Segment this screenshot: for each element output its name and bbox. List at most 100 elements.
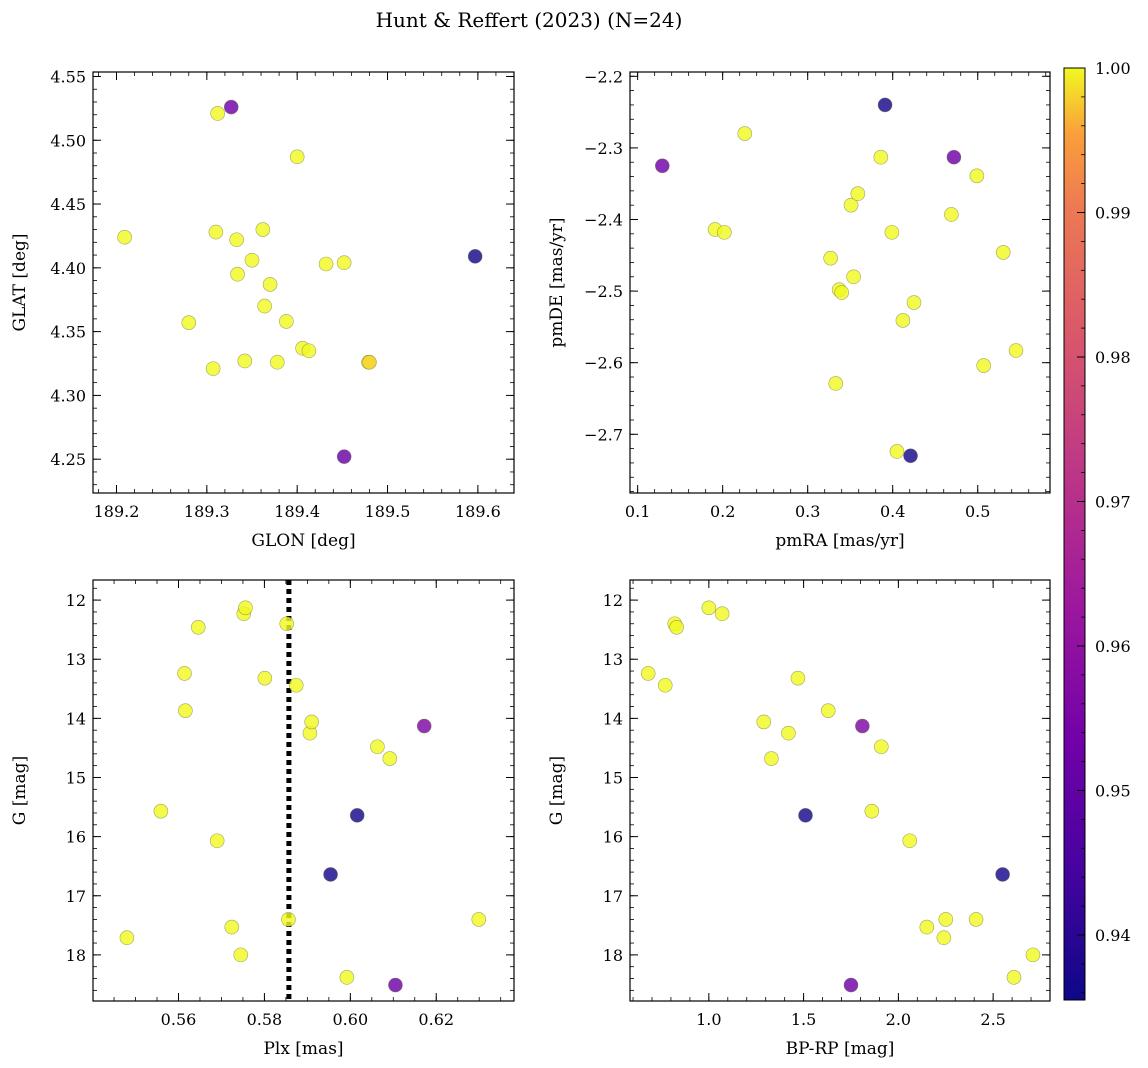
data-point xyxy=(657,677,673,693)
data-point xyxy=(318,256,334,272)
y-tick-label: 12 xyxy=(66,591,86,610)
x-tick-label: 2.5 xyxy=(980,1010,1005,1029)
data-point xyxy=(1025,947,1041,963)
data-point xyxy=(382,751,398,766)
data-point xyxy=(855,718,870,734)
data-point xyxy=(304,714,319,730)
x-tick-label: 0.62 xyxy=(418,1010,454,1029)
data-point xyxy=(903,448,918,464)
data-point xyxy=(209,833,225,849)
panel-pm: 0.1 0.2 0.3 0.4 0.5 −2.7 −2.6 −2.5 −2.4 −2.3 −2.2 p… xyxy=(547,67,1051,551)
x-tick-label: 0.60 xyxy=(333,1010,369,1029)
colorbar-tick-label: 0.95 xyxy=(1095,781,1131,800)
y-tick-label: 13 xyxy=(66,650,86,669)
data-point xyxy=(737,126,753,141)
y-axis-label: G [mag] xyxy=(547,756,567,825)
y-tick-label: 15 xyxy=(603,768,623,787)
data-point xyxy=(301,343,317,359)
data-point xyxy=(279,314,294,329)
axes-frame xyxy=(629,71,1051,494)
data-point xyxy=(790,670,806,686)
y-tick-label: −2.6 xyxy=(584,354,623,373)
data-point xyxy=(968,912,984,927)
data-point xyxy=(717,225,732,240)
data-point xyxy=(288,677,304,693)
data-point xyxy=(230,266,245,282)
data-point xyxy=(995,867,1010,882)
colorbar-tick-label: 0.97 xyxy=(1095,492,1131,511)
data-point xyxy=(944,207,959,222)
data-point xyxy=(339,970,355,985)
y-axis-label: pmDE [mas/yr] xyxy=(547,217,567,347)
x-tick-label: 0.1 xyxy=(625,502,650,521)
panel-cmd: 1.0 1.5 2.0 2.5 12 13 14 15 16 17 18 BP-RP [mag] G [… xyxy=(547,579,1051,1059)
y-tick-label: 18 xyxy=(66,946,86,965)
y-axis-label: G [mag] xyxy=(10,756,30,825)
x-tick-label: 189.6 xyxy=(455,502,501,521)
x-tick-label: 0.5 xyxy=(965,502,990,521)
data-point xyxy=(846,269,861,285)
y-tick-label: −2.5 xyxy=(584,282,623,301)
y-tick-label: 4.35 xyxy=(50,323,86,342)
y-tick-label: 14 xyxy=(603,709,623,728)
data-point xyxy=(895,313,911,328)
x-axis-label: GLON [deg] xyxy=(251,531,355,551)
data-point xyxy=(270,354,285,370)
data-point xyxy=(257,298,272,314)
panel-plx: 0.56 0.58 0.60 0.62 12 13 14 15 16 17 18 Plx [mas] G… xyxy=(10,579,515,1059)
data-point xyxy=(181,315,197,330)
panel-sky: 189.2 189.3 189.4 189.5 189.6 4.25 4.30 4.35 4.4… xyxy=(10,67,515,551)
colorbar-tick-label: 1.00 xyxy=(1095,59,1131,78)
data-point xyxy=(362,354,377,370)
data-point xyxy=(640,666,656,681)
data-point xyxy=(946,149,962,165)
data-point xyxy=(969,168,985,184)
data-point xyxy=(714,606,730,622)
data-point xyxy=(655,158,670,174)
data-point xyxy=(117,229,132,245)
y-tick-label: 17 xyxy=(603,887,623,906)
data-point xyxy=(938,912,954,927)
y-axis-label: GLAT [deg] xyxy=(10,233,30,331)
data-point xyxy=(995,245,1011,260)
data-point xyxy=(223,99,239,115)
data-point xyxy=(289,149,305,165)
data-point xyxy=(177,666,192,681)
data-point xyxy=(370,739,385,755)
x-tick-label: 0.2 xyxy=(710,502,735,521)
data-point xyxy=(781,725,796,741)
data-point xyxy=(323,867,338,882)
data-point xyxy=(224,919,240,935)
data-point xyxy=(471,912,487,927)
data-point xyxy=(349,808,365,823)
data-point xyxy=(255,222,271,237)
data-point xyxy=(884,225,900,240)
data-point xyxy=(919,919,935,935)
y-tick-label: 13 xyxy=(603,650,623,669)
y-tick-label: 4.55 xyxy=(50,67,86,86)
data-point xyxy=(229,232,244,248)
data-point xyxy=(205,361,221,376)
x-tick-label: 1.5 xyxy=(791,1010,816,1029)
data-point xyxy=(906,295,922,310)
data-point xyxy=(843,197,859,213)
axes-frame xyxy=(92,71,515,494)
data-point xyxy=(237,353,253,369)
data-point xyxy=(874,739,889,755)
x-tick-label: 0.4 xyxy=(880,502,905,521)
data-point xyxy=(889,444,905,459)
data-point xyxy=(1006,970,1022,985)
x-tick-label: 0.58 xyxy=(247,1010,283,1029)
data-point xyxy=(1008,343,1024,358)
colorbar-tick-label: 0.98 xyxy=(1095,348,1131,367)
data-point xyxy=(864,803,880,819)
data-point xyxy=(669,620,684,635)
y-tick-label: −2.7 xyxy=(584,425,623,444)
y-tick-label: −2.2 xyxy=(584,67,623,86)
data-point xyxy=(834,285,850,300)
data-point xyxy=(701,600,717,616)
x-axis-label: pmRA [mas/yr] xyxy=(775,531,904,551)
y-tick-label: 12 xyxy=(603,591,623,610)
x-tick-label: 2.0 xyxy=(886,1010,911,1029)
